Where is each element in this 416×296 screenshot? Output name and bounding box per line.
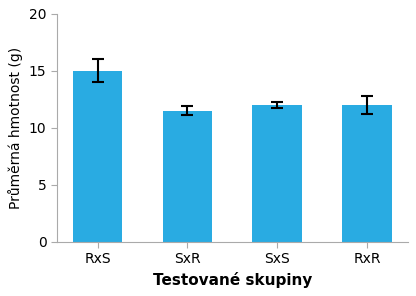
Bar [73,71,122,242]
X-axis label: Testované skupiny: Testované skupiny [153,272,312,288]
Bar [163,111,212,242]
Y-axis label: Průměrná hmotnost (g): Průměrná hmotnost (g) [8,47,23,209]
Bar [253,105,302,242]
Bar [342,105,392,242]
